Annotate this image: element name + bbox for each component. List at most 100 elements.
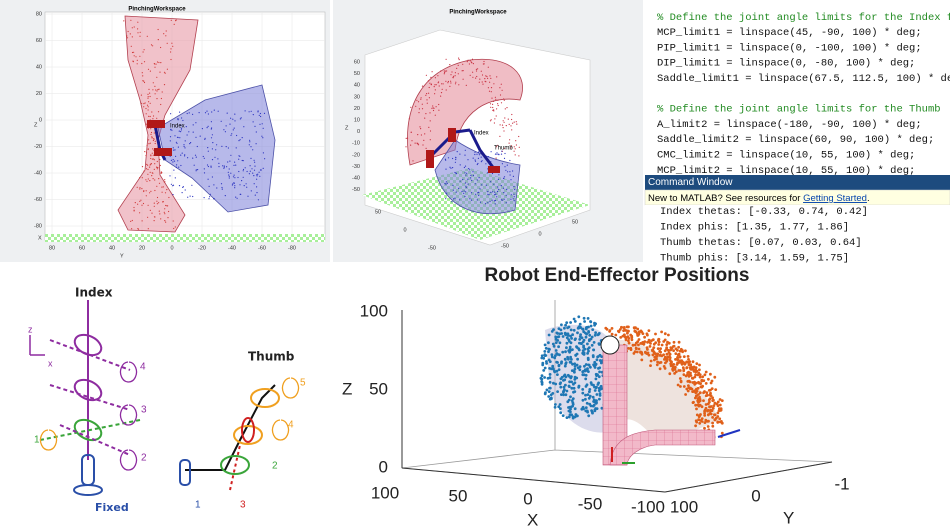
- sample-point: [245, 183, 247, 185]
- sample-point: [163, 211, 165, 213]
- sample-point: [476, 75, 478, 78]
- sample-point: [452, 157, 454, 160]
- sample-point: [452, 77, 454, 79]
- sample-point: [474, 159, 476, 161]
- sample-point: [438, 109, 440, 111]
- sample-point: [149, 171, 151, 173]
- sample-point: [258, 114, 260, 116]
- sample-point: [149, 142, 151, 144]
- sample-point: [252, 172, 254, 174]
- sample-point: [223, 166, 225, 168]
- sample-point: [682, 355, 686, 358]
- sample-point: [225, 125, 227, 127]
- sample-point: [253, 159, 255, 161]
- sample-point: [496, 190, 499, 193]
- sample-point: [581, 327, 584, 331]
- sample-point: [558, 341, 562, 345]
- sample-point: [139, 55, 141, 57]
- sample-point: [210, 128, 212, 130]
- sample-point: [595, 401, 598, 405]
- sample-point: [554, 382, 558, 386]
- z-tick-label: -30: [352, 164, 360, 170]
- sample-point: [691, 401, 695, 404]
- sample-point: [262, 127, 264, 129]
- sample-point: [421, 85, 424, 87]
- sample-point: [227, 147, 229, 149]
- sample-point: [716, 411, 720, 415]
- sample-point: [207, 125, 209, 127]
- sample-point: [497, 186, 499, 188]
- sample-point: [563, 373, 567, 377]
- sample-point: [451, 201, 453, 203]
- sample-point: [239, 193, 241, 195]
- sample-point: [586, 317, 590, 320]
- sample-point: [502, 127, 504, 129]
- sample-point: [656, 352, 660, 356]
- sample-point: [705, 391, 709, 395]
- info-text: New to MATLAB? See resources for Getting…: [648, 193, 870, 204]
- sample-point: [466, 61, 468, 63]
- sample-point: [154, 140, 156, 142]
- sample-point: [181, 117, 183, 119]
- sample-point: [494, 118, 496, 120]
- sample-point: [211, 111, 213, 113]
- sample-point: [161, 172, 163, 174]
- sample-point: [696, 399, 700, 403]
- sample-point: [543, 353, 547, 356]
- code-line: MCP_limit1 = linspace(45, -90, 100) * de…: [657, 27, 922, 39]
- sample-point: [150, 133, 152, 135]
- sample-point: [183, 144, 185, 146]
- sample-point: [631, 343, 635, 347]
- sample-point: [654, 341, 658, 344]
- sample-point: [587, 330, 590, 333]
- sample-point: [591, 411, 594, 415]
- sample-point: [459, 180, 461, 182]
- axis-label: Y: [783, 508, 794, 527]
- sample-point: [505, 202, 507, 204]
- sample-point: [691, 360, 695, 364]
- sample-point: [141, 177, 143, 179]
- sample-point: [584, 397, 587, 401]
- sample-point: [147, 228, 149, 230]
- sample-point: [136, 63, 138, 65]
- sample-point: [207, 165, 209, 168]
- sample-point: [195, 136, 197, 138]
- sample-point: [549, 393, 553, 397]
- sample-point: [597, 342, 601, 345]
- sample-point: [452, 167, 454, 169]
- sample-point: [694, 403, 697, 407]
- sample-point: [608, 329, 612, 332]
- link[interactable]: Getting Started: [803, 193, 867, 204]
- sample-point: [501, 150, 503, 152]
- sample-point: [454, 171, 456, 174]
- sample-point: [472, 63, 474, 65]
- sample-point: [446, 70, 448, 72]
- sample-point: [165, 204, 167, 207]
- sample-point: [154, 142, 156, 145]
- sample-point: [548, 376, 552, 380]
- sample-point: [152, 154, 154, 156]
- sample-point: [444, 182, 446, 184]
- sample-point: [564, 350, 567, 354]
- sample-point: [232, 176, 235, 178]
- sample-point: [572, 328, 576, 332]
- sample-point: [572, 382, 575, 386]
- sample-point: [499, 135, 501, 137]
- sample-point: [572, 386, 576, 390]
- sample-point: [487, 66, 489, 68]
- sample-point: [152, 118, 154, 120]
- sample-point: [484, 203, 487, 205]
- code-line: % Define the joint angle limits for the …: [657, 12, 950, 24]
- sample-point: [242, 176, 244, 178]
- sample-point: [502, 120, 504, 122]
- sample-point: [711, 421, 714, 425]
- sample-point: [173, 169, 175, 171]
- sample-point: [587, 414, 591, 418]
- sample-point: [466, 172, 468, 174]
- sample-point: [418, 112, 420, 114]
- sample-point: [168, 210, 170, 213]
- sample-point: [595, 407, 599, 410]
- sample-point: [234, 185, 236, 187]
- sample-point: [458, 84, 460, 86]
- sample-point: [714, 388, 718, 391]
